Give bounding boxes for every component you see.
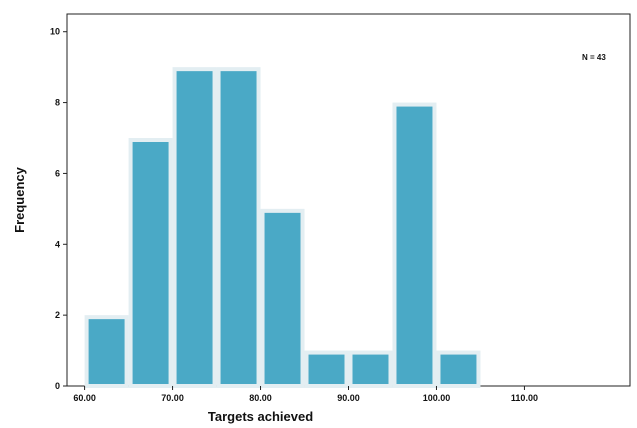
x-tick-label: 60.00 (73, 393, 96, 403)
x-tick-label: 70.00 (161, 393, 184, 403)
y-tick-label: 4 (55, 239, 60, 249)
sample-size-annotation: N = 43 (582, 53, 606, 62)
x-axis-title: Targets achieved (208, 409, 313, 424)
x-tick-label: 110.00 (511, 393, 538, 403)
histogram-bar-70-75 (172, 67, 217, 389)
histogram-bar-80-85 (260, 208, 305, 388)
histogram-bar-60-65 (84, 315, 129, 388)
y-tick-label: 2 (55, 310, 60, 320)
y-tick-label: 0 (55, 381, 60, 391)
y-axis-title: Frequency (12, 166, 27, 233)
bars-group (84, 67, 481, 389)
histogram-bar-90-95 (348, 350, 393, 389)
histogram-bar-85-90 (304, 350, 349, 389)
histogram-bar-65-70 (128, 138, 173, 388)
x-tick-label: 90.00 (337, 393, 360, 403)
y-tick-label: 6 (55, 168, 60, 178)
histogram-bar-95-100 (392, 102, 437, 388)
x-tick-label: 100.00 (423, 393, 451, 403)
histogram-bar-100-105 (436, 350, 481, 389)
y-axis: 0 2 4 6 8 10 (50, 27, 67, 391)
x-tick-label: 80.00 (249, 393, 272, 403)
y-tick-label: 8 (55, 98, 60, 108)
y-tick-label: 10 (50, 27, 60, 37)
x-axis: 60.00 70.00 80.00 90.00 100.00 110.00 (73, 386, 538, 403)
histogram-bar-75-80 (216, 67, 261, 389)
